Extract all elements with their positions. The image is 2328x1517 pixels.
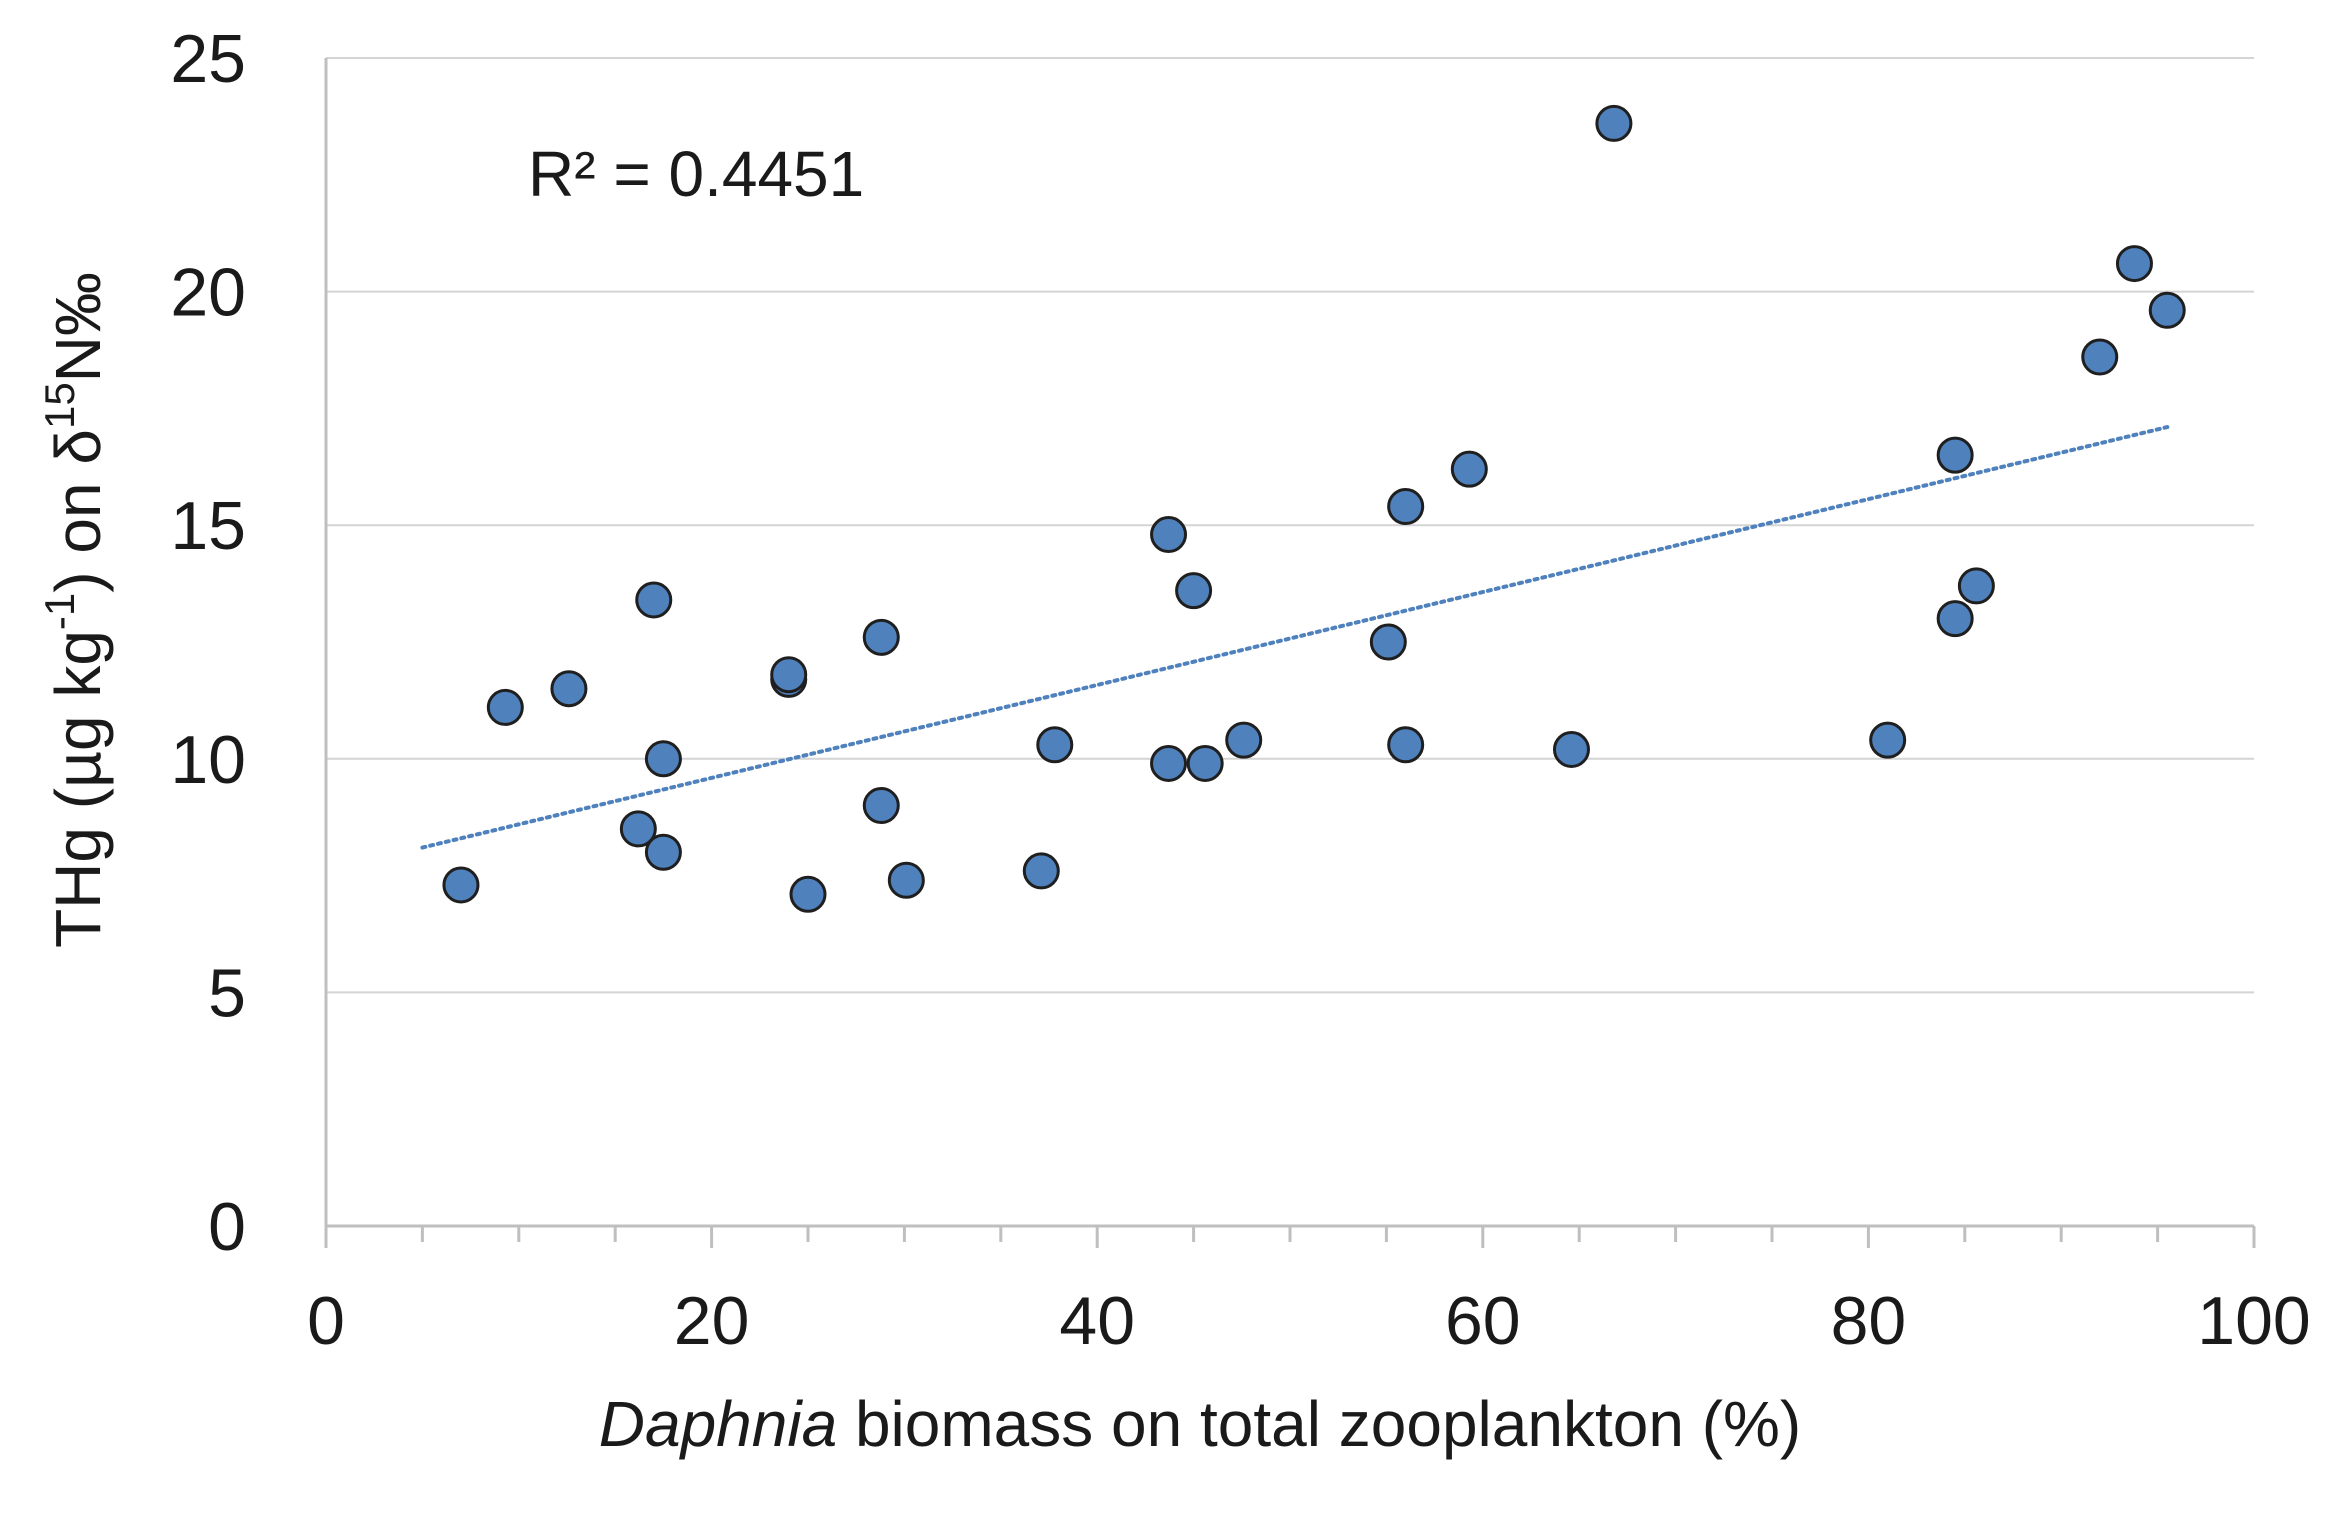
- y-tick-label-10: 10: [170, 722, 246, 798]
- x-tick-label-20: 20: [674, 1283, 750, 1359]
- data-point: [1595, 104, 1633, 142]
- data-point: [2115, 245, 2153, 283]
- data-point: [1369, 623, 1407, 661]
- data-point: [442, 866, 480, 904]
- x-tick-label-0: 0: [307, 1283, 345, 1359]
- x-axis-title-rest: biomass on total zooplankton (%): [837, 1388, 1801, 1460]
- y-axis-title-prefix: THg (µg kg: [42, 630, 114, 948]
- y-tick-label-20: 20: [170, 255, 246, 331]
- data-point: [1036, 726, 1074, 764]
- x-tick-label-40: 40: [1059, 1283, 1135, 1359]
- data-point: [1150, 516, 1188, 554]
- data-point: [550, 670, 588, 708]
- y-tick-label-15: 15: [170, 488, 246, 564]
- data-point: [644, 833, 682, 871]
- data-point: [887, 861, 925, 899]
- trendline: [420, 425, 2170, 850]
- x-tick-label-60: 60: [1445, 1283, 1521, 1359]
- data-point: [1869, 721, 1907, 759]
- x-axis-title: Daphnia biomass on total zooplankton (%): [599, 1388, 1801, 1460]
- data-point: [1957, 567, 1995, 605]
- data-point: [862, 618, 900, 656]
- data-point: [862, 787, 900, 825]
- data-point: [644, 740, 682, 778]
- y-tick-label-5: 5: [208, 955, 246, 1031]
- x-axis-title-italic: Daphnia: [599, 1388, 837, 1460]
- data-point: [1936, 436, 1974, 474]
- data-point: [1387, 726, 1425, 764]
- data-point: [1936, 600, 1974, 638]
- data-point: [619, 810, 657, 848]
- y-axis-title-sup1: -1: [36, 593, 83, 630]
- y-axis-title: THg (µg kg-1) on δ15N‰: [36, 272, 114, 948]
- data-point: [1150, 744, 1188, 782]
- data-point: [1225, 721, 1263, 759]
- axes: [324, 58, 2256, 1248]
- y-tick-label-25: 25: [170, 21, 246, 97]
- y-tick-label-0: 0: [208, 1189, 246, 1265]
- data-point: [1450, 450, 1488, 488]
- data-point: [2148, 291, 2186, 329]
- data-point: [789, 875, 827, 913]
- trendline-layer: [420, 425, 2170, 850]
- x-tick-label-100: 100: [2197, 1283, 2310, 1359]
- data-point: [1186, 744, 1224, 782]
- data-point: [770, 656, 808, 694]
- data-point: [635, 581, 673, 619]
- data-point: [1175, 572, 1213, 610]
- data-point: [486, 688, 524, 726]
- data-point: [1022, 852, 1060, 890]
- tick-labels: 0 5 10 15 20 25 0 20 40 60 80 100: [170, 21, 2310, 1359]
- y-axis-title-middle: ) on δ: [42, 429, 114, 593]
- data-points: [442, 104, 2186, 913]
- y-axis-title-suffix: N‰: [42, 272, 114, 382]
- data-point: [2081, 338, 2119, 376]
- data-point: [1552, 730, 1590, 768]
- x-tick-label-80: 80: [1831, 1283, 1907, 1359]
- data-point: [1387, 488, 1425, 526]
- y-axis-title-sup2: 15: [36, 382, 83, 429]
- r-squared-annotation: R² = 0.4451: [528, 138, 864, 210]
